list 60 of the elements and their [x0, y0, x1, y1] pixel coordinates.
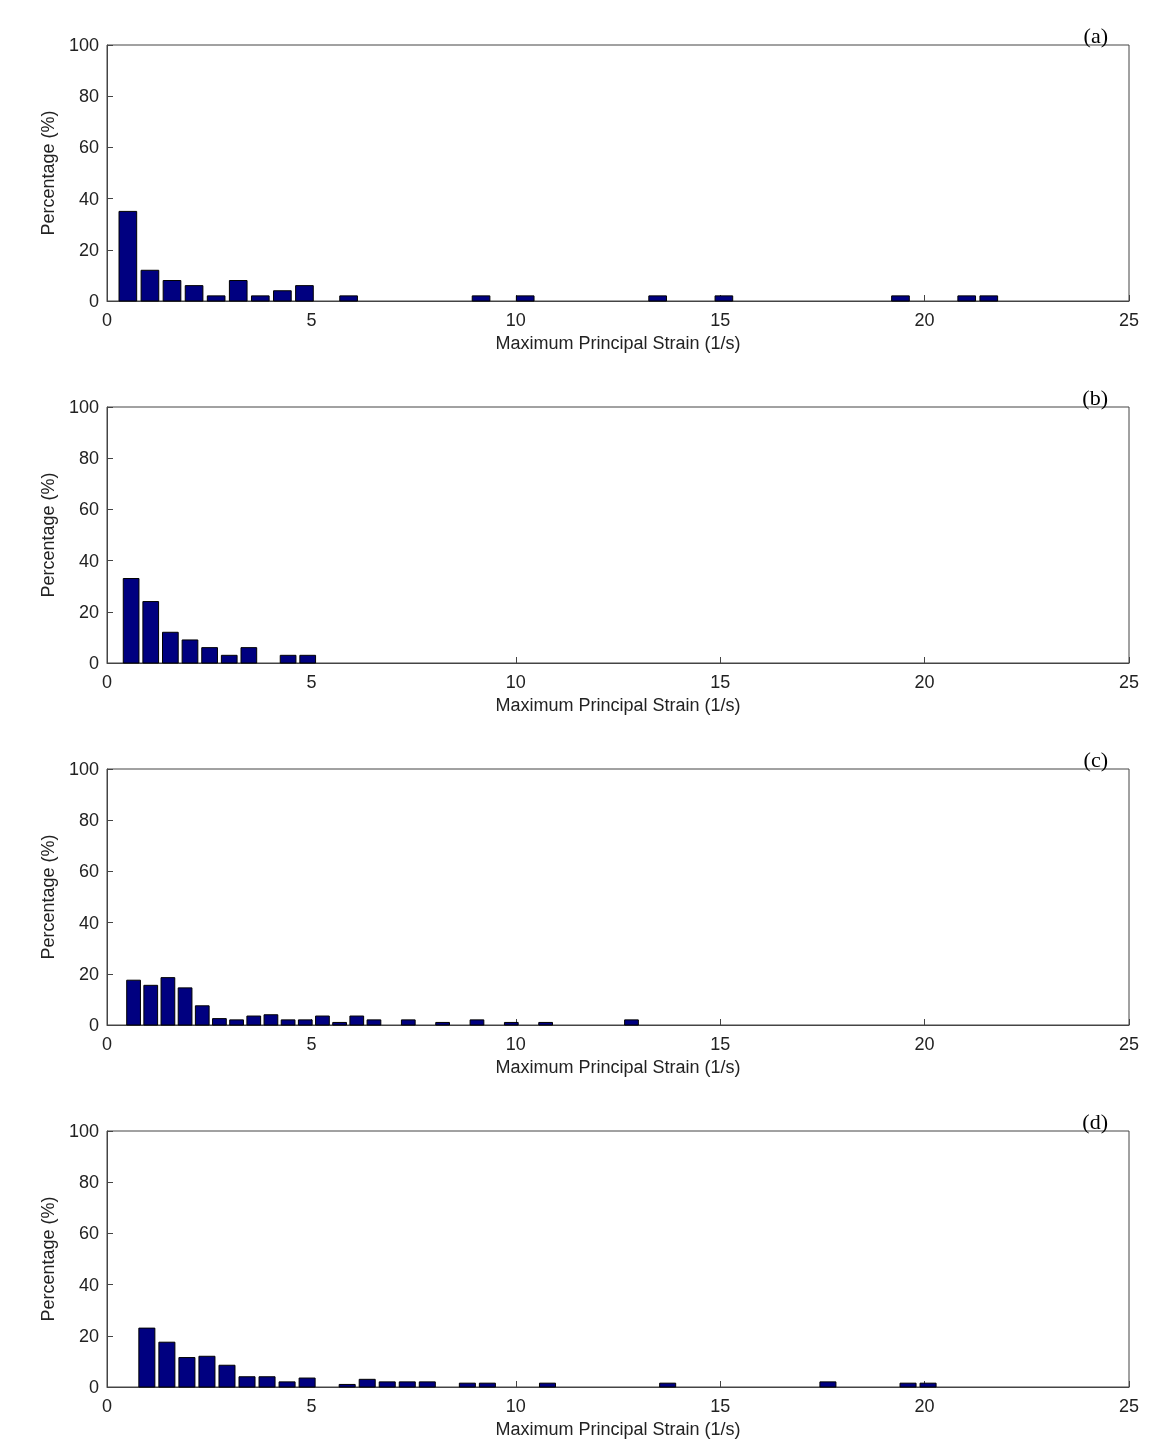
x-tick-label: 25: [1118, 1034, 1140, 1054]
x-tick-label: 0: [101, 672, 113, 692]
y-tick-label: 60: [78, 499, 99, 520]
x-tick-label: 20: [914, 672, 935, 692]
x-tick-label: 15: [710, 672, 731, 692]
x-tick-label: 0: [101, 1034, 113, 1054]
y-tick-label: 20: [78, 239, 99, 260]
x-axis-title: Maximum Principal Strain (1/s): [495, 694, 741, 715]
y-tick-label: 80: [78, 86, 99, 107]
x-tick-label: 15: [710, 1034, 731, 1054]
x-axis-title: Maximum Principal Strain (1/s): [495, 1418, 741, 1439]
y-tick-label: 100: [68, 397, 99, 417]
y-tick-label: 80: [78, 1172, 99, 1193]
annotation: (d): [1082, 1108, 1108, 1134]
annotation: (a): [1083, 22, 1108, 48]
x-tick-label: 5: [306, 1034, 317, 1054]
y-tick-label: 80: [78, 448, 99, 469]
x-tick-label: 10: [505, 1034, 526, 1054]
y-tick-label: 100: [68, 759, 99, 779]
x-tick-label: 10: [505, 310, 526, 330]
y-tick-label: 100: [68, 35, 99, 55]
x-tick-label: 10: [505, 1396, 526, 1416]
x-tick-label: 0: [101, 1396, 113, 1416]
x-axis-title: Maximum Principal Strain (1/s): [495, 1056, 741, 1077]
y-tick-label: 80: [78, 810, 99, 831]
x-tick-label: 0: [101, 310, 113, 330]
y-tick-label: 60: [78, 1223, 99, 1244]
x-tick-label: 10: [505, 672, 526, 692]
annotation: (b): [1082, 384, 1108, 410]
y-tick-label: 100: [68, 1121, 99, 1141]
y-tick-label: 40: [78, 1274, 99, 1295]
x-tick-label: 20: [914, 1034, 935, 1054]
y-tick-label: 40: [78, 188, 99, 209]
x-axis-title: Maximum Principal Strain (1/s): [495, 332, 741, 353]
y-tick-label: 20: [78, 963, 99, 984]
y-axis-title: Percentage (%): [38, 834, 58, 960]
x-tick-label: 25: [1118, 672, 1140, 692]
y-tick-label: 20: [78, 1325, 99, 1346]
y-tick-label: 0: [88, 653, 99, 673]
x-tick-label: 5: [306, 310, 317, 330]
y-tick-label: 60: [78, 137, 99, 158]
annotation: (c): [1083, 746, 1108, 772]
x-tick-label: 25: [1118, 1396, 1140, 1416]
x-tick-label: 5: [306, 1396, 317, 1416]
x-tick-label: 15: [710, 310, 731, 330]
y-tick-label: 60: [78, 861, 99, 882]
y-axis-title: Percentage (%): [38, 1196, 58, 1322]
x-tick-label: 25: [1118, 310, 1140, 330]
y-tick-label: 40: [78, 550, 99, 571]
x-tick-label: 20: [914, 310, 935, 330]
x-tick-label: 20: [914, 1396, 935, 1416]
y-tick-label: 40: [78, 912, 99, 933]
y-tick-label: 0: [88, 291, 99, 311]
y-tick-label: 0: [88, 1377, 99, 1397]
y-axis-title: Percentage (%): [38, 110, 58, 236]
y-axis-title: Percentage (%): [38, 472, 58, 598]
x-tick-label: 5: [306, 672, 317, 692]
x-tick-label: 15: [710, 1396, 731, 1416]
y-tick-label: 20: [78, 601, 99, 622]
y-tick-label: 0: [88, 1015, 99, 1035]
